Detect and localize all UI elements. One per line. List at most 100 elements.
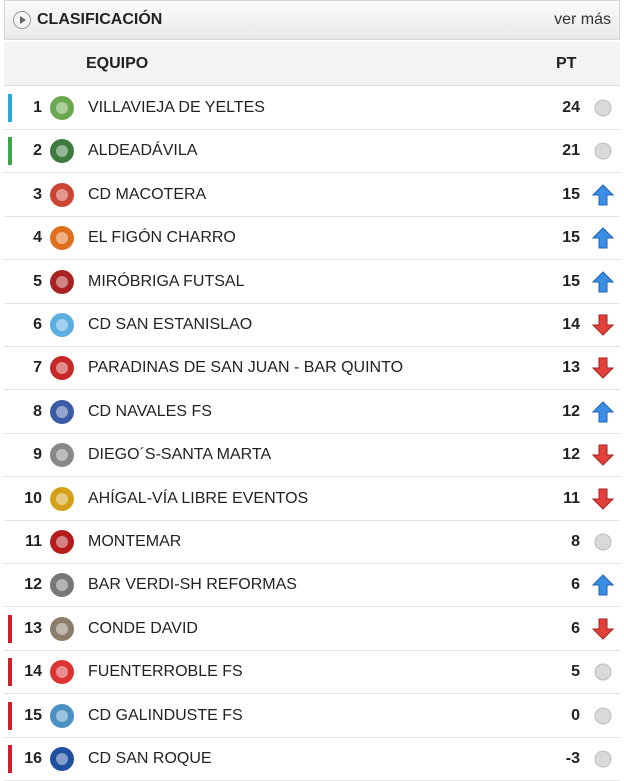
trend-icon (591, 357, 615, 380)
trend-icon (592, 140, 614, 162)
table-row: 6 CD SAN ESTANISLAO 14 (4, 303, 620, 347)
trend-icon (592, 748, 614, 770)
team-logo (48, 745, 76, 773)
team-logo (48, 224, 76, 252)
position: 7 (33, 359, 42, 377)
table-row: 12 BAR VERDI-SH REFORMAS 6 (4, 563, 620, 608)
team-name[interactable]: CD MACOTERA (88, 185, 207, 203)
position: 6 (33, 316, 42, 333)
position: 3 (33, 185, 42, 203)
team-name[interactable]: CD SAN ESTANISLAO (88, 316, 253, 333)
team-logo (48, 354, 76, 382)
trend-icon (591, 314, 615, 336)
trend-icon (591, 270, 615, 293)
points: 12 (562, 446, 580, 464)
table-row: 11 MONTEMAR 8 (4, 520, 620, 564)
points: 11 (563, 489, 580, 507)
points: 15 (562, 185, 580, 203)
points: 24 (562, 99, 580, 116)
position: 13 (24, 619, 42, 637)
table-row: 13 CONDE DAVID 6 (4, 607, 620, 651)
team-logo (48, 485, 76, 513)
table-row: 8 CD NAVALES FS 12 (4, 390, 620, 434)
team-name[interactable]: BAR VERDI-SH REFORMAS (88, 576, 297, 594)
see-more-link[interactable]: ver más (554, 11, 611, 28)
position: 16 (24, 750, 42, 767)
team-name[interactable]: CD GALINDUSTE FS (88, 706, 243, 724)
points: 15 (562, 229, 580, 247)
points: 15 (562, 272, 580, 290)
team-logo (48, 94, 76, 122)
zone-marker (8, 614, 12, 643)
team-name[interactable]: MIRÓBRIGA FUTSAL (88, 272, 245, 290)
team-name[interactable]: MONTEMAR (88, 533, 182, 550)
team-name[interactable]: FUENTERROBLE FS (88, 663, 243, 681)
table-row: 5 MIRÓBRIGA FUTSAL 15 (4, 260, 620, 304)
position: 1 (33, 99, 42, 116)
points: 0 (571, 706, 580, 724)
position: 2 (33, 142, 42, 160)
points: 13 (562, 359, 580, 377)
table-row: 7 PARADINAS DE SAN JUAN - BAR QUINTO 13 (4, 346, 620, 391)
position: 14 (24, 663, 42, 681)
trend-icon (591, 618, 615, 640)
table-row: 1 VILLAVIEJA DE YELTES 24 (4, 86, 620, 130)
team-name[interactable]: CD NAVALES FS (88, 402, 212, 420)
table-row: 3 CD MACOTERA 15 (4, 173, 620, 217)
zone-marker (8, 137, 12, 166)
team-name[interactable]: CONDE DAVID (88, 619, 198, 637)
team-name[interactable]: PARADINAS DE SAN JUAN - BAR QUINTO (88, 359, 404, 377)
points: 21 (562, 142, 580, 160)
points: 8 (571, 533, 580, 550)
header-icon (13, 11, 31, 29)
team-logo (48, 571, 76, 599)
trend-icon (591, 488, 615, 510)
position: 9 (33, 446, 42, 464)
team-logo (48, 311, 76, 339)
table-row: 14 FUENTERROBLE FS 5 (4, 650, 620, 695)
points: -3 (565, 750, 580, 767)
points: 14 (562, 316, 580, 333)
table-row: 10 AHÍGAL-VÍA LIBRE EVENTOS 11 (4, 477, 620, 521)
team-name[interactable]: AHÍGAL-VÍA LIBRE EVENTOS (88, 489, 309, 507)
trend-icon (591, 184, 615, 206)
table-row: 4 EL FIGÓN CHARRO 15 (4, 216, 620, 261)
zone-marker (8, 745, 12, 773)
team-logo (48, 702, 76, 730)
position: 4 (33, 229, 42, 247)
trend-icon (592, 705, 614, 727)
team-name[interactable]: ALDEADÁVILA (88, 142, 198, 160)
column-label: PT (556, 55, 577, 72)
position: 12 (24, 576, 42, 594)
trend-icon (591, 227, 615, 249)
points: 6 (571, 619, 580, 637)
trend-icon (592, 97, 614, 119)
team-logo (48, 398, 76, 426)
zone-marker (8, 94, 12, 122)
table-row: 2 ALDEADÁVILA 21 (4, 129, 620, 174)
points: 12 (562, 402, 580, 420)
position: 11 (25, 533, 42, 550)
team-name[interactable]: CD SAN ROQUE (88, 750, 212, 767)
trend-icon (592, 661, 614, 683)
table-row: 16 CD SAN ROQUE -3 (4, 737, 620, 781)
team-logo (48, 441, 76, 469)
widget-header: CLASIFICACIÓN ver más (4, 0, 620, 40)
trend-icon (591, 444, 615, 466)
widget-title: CLASIFICACIÓN (37, 11, 163, 28)
position: 5 (33, 272, 42, 290)
team-logo (48, 181, 76, 209)
table-row: 9 DIEGO´S-SANTA MARTA 12 (4, 433, 620, 478)
position: 10 (24, 489, 42, 507)
team-name[interactable]: EL FIGÓN CHARRO (88, 229, 236, 247)
team-name[interactable]: DIEGO´S-SANTA MARTA (88, 446, 272, 464)
position: 15 (24, 706, 42, 724)
position: 8 (33, 402, 42, 420)
team-name[interactable]: VILLAVIEJA DE YELTES (88, 99, 265, 116)
team-logo (48, 658, 76, 686)
zone-marker (8, 658, 12, 687)
team-logo (48, 615, 76, 643)
column-label: EQUIPO (86, 55, 149, 72)
points: 5 (571, 663, 580, 681)
